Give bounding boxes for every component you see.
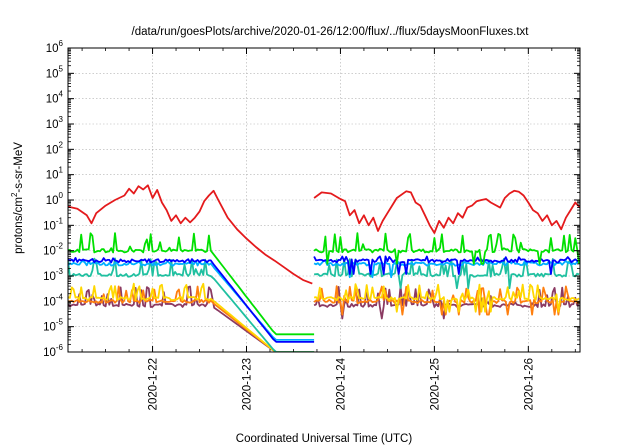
- y-tick-exponent: 1: [59, 166, 64, 175]
- x-tick-label: 2020-1-23: [241, 358, 253, 410]
- y-tick-base: 10: [43, 246, 56, 258]
- y-tick-base: 10: [46, 144, 59, 156]
- series-line-green: [313, 232, 580, 265]
- y-ticks: 10-610-510-410-310-210-11001011021031041…: [43, 39, 580, 359]
- series-line-teal: [68, 257, 315, 352]
- series-line-yellow: [313, 283, 580, 313]
- y-tick-label: 10-1: [43, 216, 63, 232]
- y-tick-label: 100: [46, 191, 64, 207]
- y-tick-base: 10: [46, 119, 59, 131]
- series-line-red: [68, 184, 313, 285]
- y-tick-exponent: -2: [56, 242, 64, 251]
- y-tick-base: 10: [43, 271, 56, 283]
- y-tick-base: 10: [43, 220, 56, 232]
- y-tick-base: 10: [46, 170, 59, 182]
- y-tick-base: 10: [43, 322, 56, 334]
- y-axis-label-prefix: protons/cm: [13, 197, 25, 254]
- series-line-yellow: [68, 282, 315, 352]
- y-tick-label: 10-4: [43, 292, 63, 308]
- y-axis-label-suffix: -s-sr-MeV: [13, 142, 25, 193]
- y-tick-exponent: 5: [59, 64, 64, 73]
- y-axis-label: protons/cm2-s-sr-MeV: [10, 142, 25, 254]
- y-tick-base: 10: [46, 68, 59, 80]
- series-line-green: [68, 232, 315, 336]
- y-tick-exponent: -3: [56, 267, 64, 276]
- y-tick-base: 10: [46, 94, 59, 106]
- y-tick-base: 10: [46, 195, 59, 207]
- y-tick-exponent: -1: [56, 216, 64, 225]
- y-tick-label: 106: [46, 39, 64, 55]
- series-line-blue: [313, 255, 580, 275]
- y-tick-label: 104: [46, 90, 64, 106]
- series-line-blue: [68, 257, 315, 343]
- y-tick-base: 10: [43, 347, 56, 359]
- y-axis-label-superscript: 2: [10, 192, 19, 197]
- y-tick-label: 10-6: [43, 343, 63, 359]
- y-tick-label: 102: [46, 140, 64, 156]
- y-tick-exponent: -6: [56, 343, 64, 352]
- x-axis-label: Coordinated Universal Time (UTC): [236, 433, 413, 445]
- y-tick-label: 10-3: [43, 267, 63, 283]
- y-tick-label: 103: [46, 115, 64, 131]
- y-tick-exponent: 6: [59, 39, 64, 48]
- series-line-red: [313, 189, 580, 234]
- y-tick-base: 10: [43, 296, 56, 308]
- series-line-lightblue: [313, 259, 580, 279]
- y-tick-exponent: 2: [59, 140, 64, 149]
- y-tick-label: 10-2: [43, 242, 63, 258]
- y-tick-exponent: 0: [59, 191, 64, 200]
- y-tick-label: 101: [46, 166, 64, 182]
- x-tick-label: 2020-1-24: [335, 357, 347, 410]
- chart-title: /data/run/goesPlots/archive/2020-01-26/1…: [132, 26, 530, 38]
- x-tick-label: 2020-1-26: [523, 358, 535, 410]
- y-tick-label: 105: [46, 64, 64, 80]
- x-tick-label: 2020-1-22: [148, 358, 160, 410]
- y-tick-label: 10-5: [43, 318, 63, 334]
- series-layer: [68, 184, 580, 352]
- x-tick-label: 2020-1-25: [429, 358, 441, 410]
- x-ticks: 2020-1-22 2020-1-23 2020-1-24 2020-1-25 2020…: [81, 48, 576, 410]
- series-line-teal: [314, 257, 580, 290]
- y-tick-exponent: 4: [59, 90, 64, 99]
- y-tick-exponent: -4: [56, 292, 64, 301]
- y-tick-base: 10: [46, 43, 59, 55]
- y-tick-exponent: -5: [56, 318, 64, 327]
- y-tick-exponent: 3: [59, 115, 64, 124]
